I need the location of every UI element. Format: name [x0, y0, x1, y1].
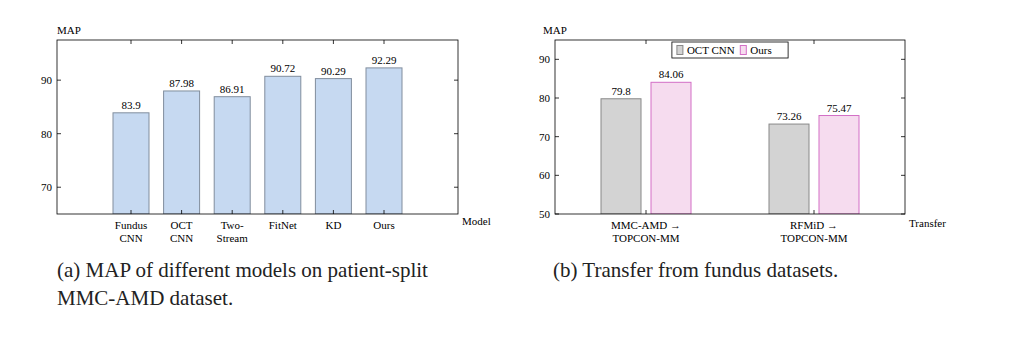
bar: [315, 79, 351, 214]
tick: [181, 40, 182, 44]
caption: (a) MAP of different models on patient-s…: [57, 256, 428, 312]
category-label: Ours: [373, 219, 394, 231]
tick: [282, 40, 283, 44]
bar: [651, 82, 691, 214]
tick: [555, 98, 559, 99]
y-label: MAP: [543, 24, 567, 36]
tick: [131, 40, 132, 44]
data-label: 84.06: [659, 68, 684, 80]
bar: [601, 99, 641, 214]
frame: [57, 40, 458, 214]
tick: [646, 40, 647, 44]
data-label: 92.29: [372, 54, 397, 66]
data-label: 79.8: [611, 85, 631, 97]
category-label: Two-Stream: [217, 219, 249, 244]
tick-label: 90: [539, 53, 551, 65]
bar: [214, 97, 250, 214]
data-label: 90.29: [321, 65, 346, 77]
data-label: 83.9: [121, 99, 141, 111]
category-label: KD: [325, 219, 341, 231]
frame: [555, 40, 905, 214]
bars: [601, 82, 859, 214]
legend-swatch: [740, 46, 746, 55]
tick: [555, 214, 559, 215]
tick: [181, 210, 182, 214]
tick: [901, 136, 905, 137]
legend-label: OCT CNN: [687, 44, 735, 56]
tick: [57, 187, 61, 188]
tick: [901, 98, 905, 99]
bar: [769, 124, 809, 214]
tick: [384, 40, 385, 44]
data-label: 87.98: [169, 77, 194, 89]
tick: [232, 40, 233, 44]
tick: [555, 175, 559, 176]
category-label: RFMiD →TOPCON-MM: [780, 219, 847, 244]
tick-label: 70: [539, 131, 551, 143]
tick-label: 80: [41, 128, 53, 140]
tick: [555, 59, 559, 60]
y-label: MAP: [57, 24, 81, 36]
bars: [113, 68, 402, 214]
tick: [901, 214, 905, 215]
bar: [164, 91, 200, 214]
data-label: 73.26: [777, 110, 802, 122]
tick: [454, 133, 458, 134]
tick: [814, 40, 815, 44]
tick: [131, 210, 132, 214]
data-label: 90.72: [270, 62, 295, 74]
tick: [454, 80, 458, 81]
tick: [57, 133, 61, 134]
caption: (b) Transfer from fundus datasets.: [553, 256, 838, 284]
legend-label: Ours: [750, 44, 771, 56]
tick: [57, 80, 61, 81]
tick: [282, 210, 283, 214]
x-label: Transfer: [909, 217, 946, 229]
tick: [454, 187, 458, 188]
legend-box: [672, 42, 788, 58]
tick-label: 70: [41, 181, 53, 193]
tick: [333, 210, 334, 214]
tick: [901, 59, 905, 60]
bar: [265, 76, 301, 214]
category-label: FundusCNN: [115, 219, 147, 244]
category-label: MMC-AMD →TOPCON-MM: [611, 219, 681, 244]
category-label: FitNet: [269, 219, 297, 231]
bar: [819, 116, 859, 214]
legend: OCT CNN Ours: [672, 42, 788, 58]
chart: 50 60 70 80 90 MMC-AMD →TOPCON-MM RFMiD →TOPCO…: [539, 24, 946, 244]
tick: [814, 210, 815, 214]
tick-label: 60: [539, 169, 551, 181]
data-label: 75.47: [827, 102, 852, 114]
tick: [646, 210, 647, 214]
data-label: 86.91: [220, 83, 245, 95]
x-label: Model: [462, 215, 491, 227]
tick: [333, 40, 334, 44]
tick: [901, 175, 905, 176]
tick: [384, 210, 385, 214]
category-label: OCTCNN: [170, 219, 193, 244]
bar: [366, 68, 402, 214]
tick-label: 80: [539, 92, 551, 104]
tick-label: 50: [539, 208, 551, 220]
legend-swatch: [677, 46, 683, 55]
chart: 70 80 90 FundusCNN OCTCNN Two-Stream FitNet KD O…: [41, 24, 491, 244]
tick: [555, 136, 559, 137]
tick-label: 90: [41, 74, 53, 86]
bar: [113, 113, 149, 214]
tick: [232, 210, 233, 214]
